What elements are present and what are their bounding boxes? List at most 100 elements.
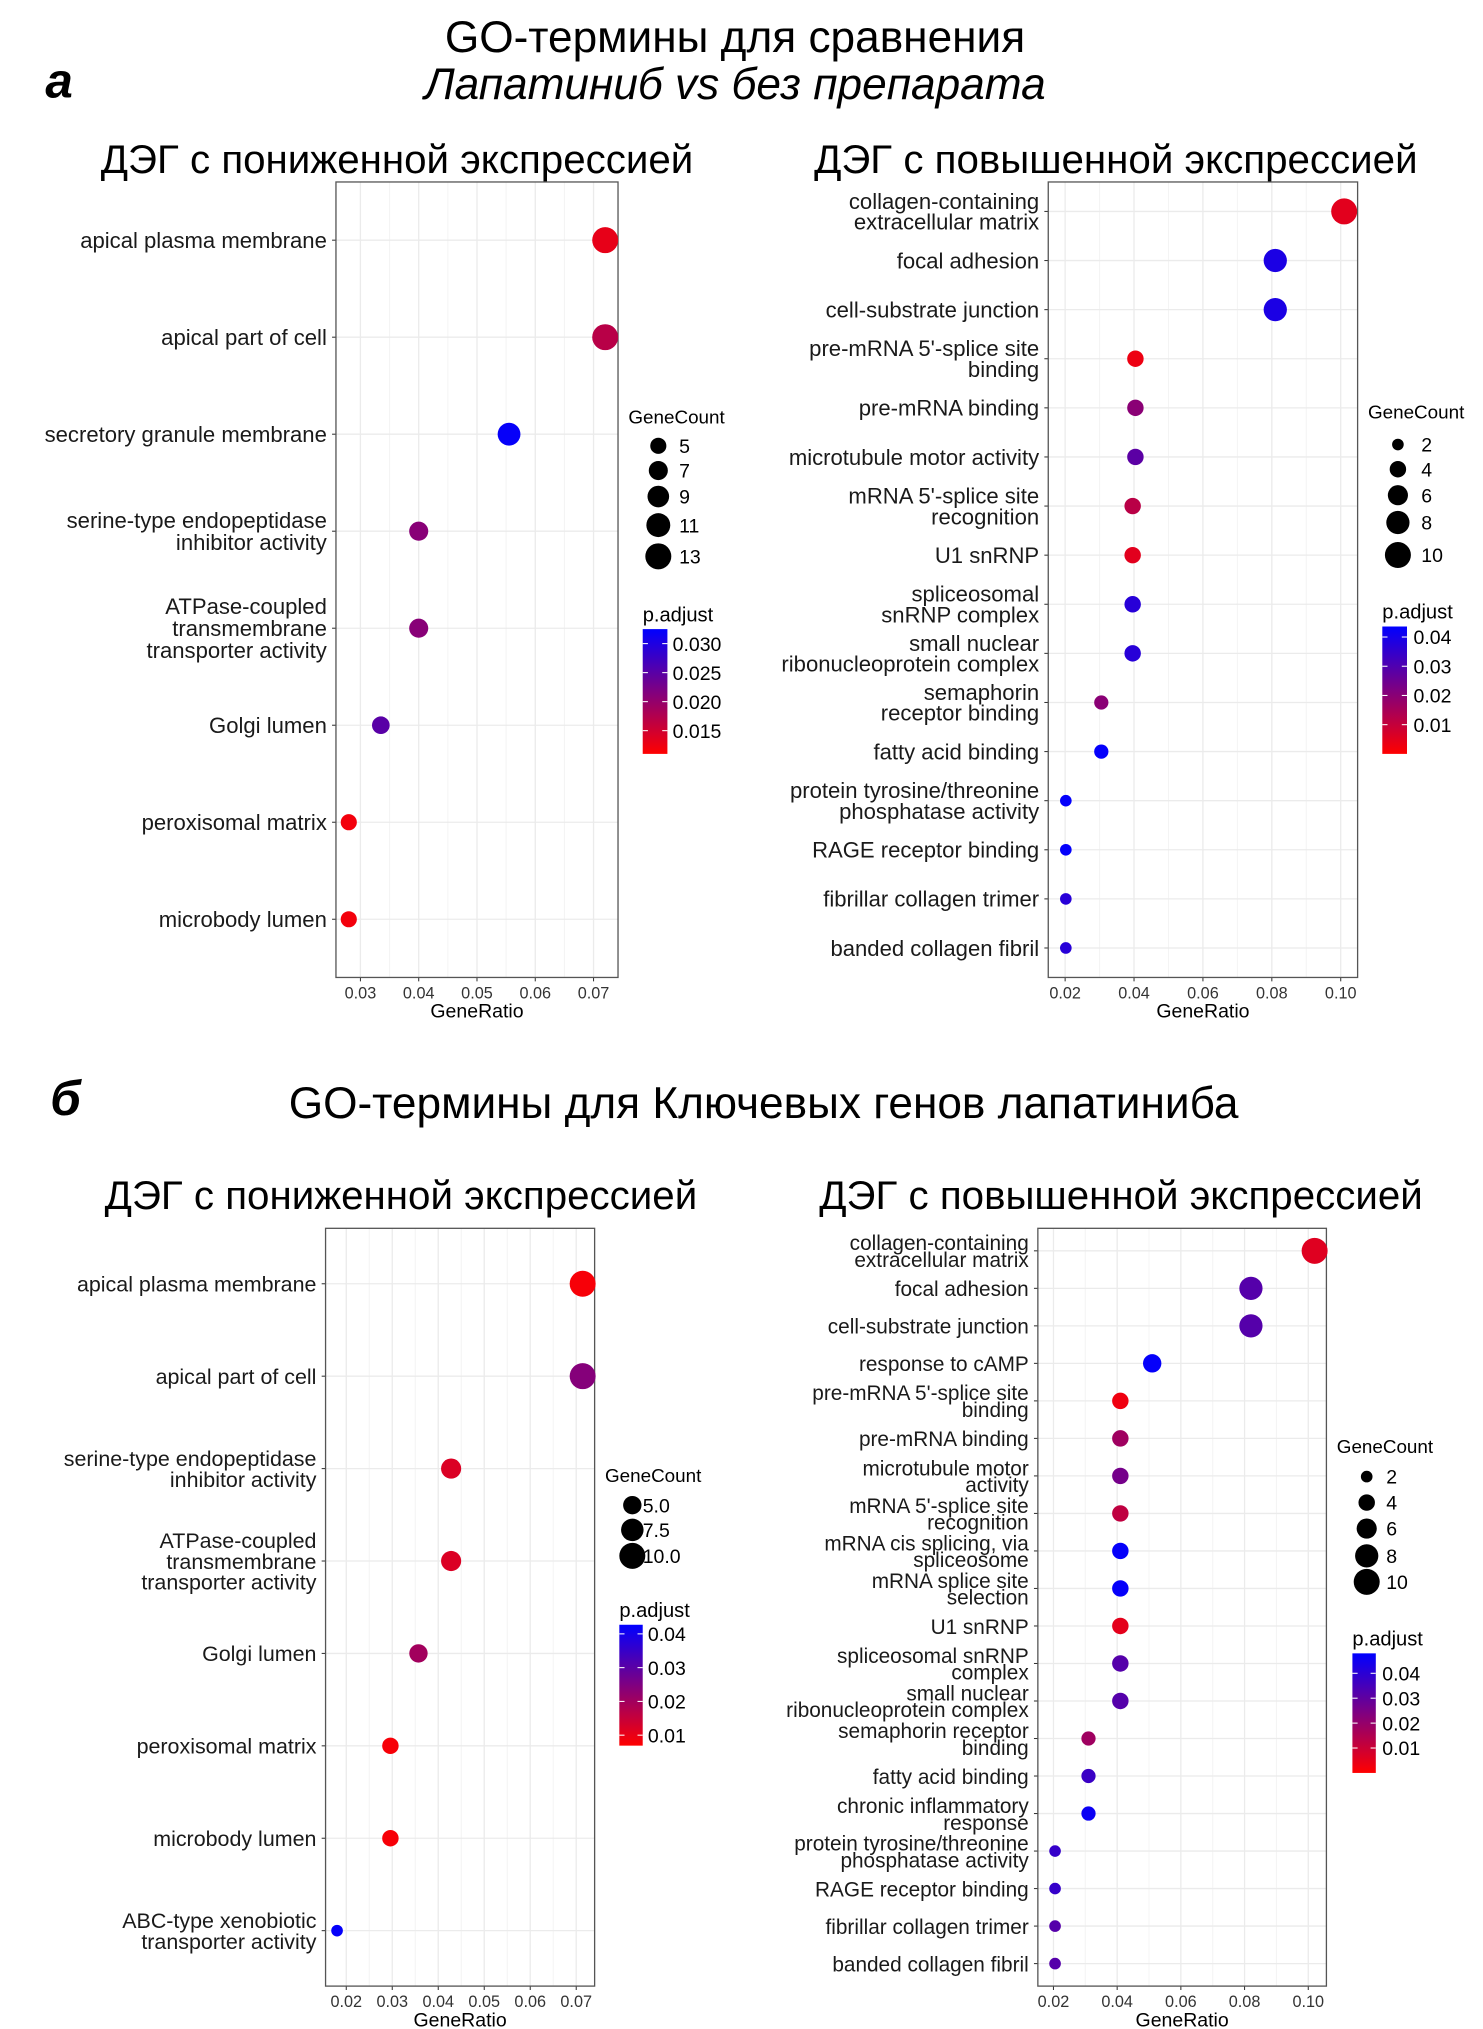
category-label: cell-substrate junction [828,1316,1029,1339]
color-legend-label: 0.025 [673,663,722,685]
size-legend-key [647,485,670,508]
category-label-line: transporter activity [141,1930,316,1954]
category-label-line: microtubule motor activity [789,445,1039,470]
size-legend-title: GeneCount [1368,402,1465,423]
category-label: microbody lumen [159,907,327,932]
color-legend-label: 0.04 [1414,627,1452,649]
panel-title: ДЭГ с повышенной экспрессией [814,137,1418,182]
size-legend-label: 2 [1421,435,1432,457]
color-legend-label: 0.015 [673,721,722,743]
category-label-line: Golgi lumen [202,1642,316,1666]
category-label-line: fatty acid binding [873,739,1039,764]
data-point [1112,1580,1129,1597]
category-label: U1 snRNP [931,1616,1029,1639]
category-label-line: complex [951,1662,1029,1685]
data-point [1094,695,1109,710]
data-point [1127,350,1144,367]
color-legend-label: 0.02 [1414,686,1452,708]
category-label-line: protein tyrosine/threonine [794,1832,1029,1855]
data-point [1060,893,1072,905]
color-legend-label: 0.01 [1382,1738,1420,1760]
section-b-label: б [50,1071,82,1126]
x-tick-label: 0.08 [1229,1993,1261,2011]
data-point [1112,1542,1129,1560]
data-point [569,1363,596,1390]
panel-title: ДЭГ с пониженной экспрессией [105,1173,698,1218]
data-point [1127,399,1144,417]
size-legend-key [619,1542,646,1569]
category-label-line: ATPase-coupled [165,594,327,619]
size-legend-key [646,513,671,538]
category-label: pre-mRNA binding [859,1428,1029,1451]
category-label: banded collagen fibril [832,1953,1028,1976]
category-label-line: binding [962,1399,1029,1422]
category-label: spliceosomal snRNP complex [837,1645,1029,1685]
category-label-line: spliceosomal [912,582,1040,607]
data-point [409,521,429,541]
color-legend-label: 0.020 [673,692,722,714]
x-tick-label: 0.07 [560,1993,592,2011]
size-legend-label: 8 [1386,1546,1397,1568]
category-label: semaphorin receptor binding [838,1720,1029,1760]
category-label-line: transmembrane [172,616,327,641]
color-legend-label: 0.03 [648,1658,686,1680]
category-label: pre-mRNA 5'-splice site binding [812,1382,1028,1422]
x-tick-label: 0.05 [461,984,493,1002]
category-label-line: semaphorin receptor [838,1720,1029,1743]
category-label: ABC-type xenobiotic transporter activity [122,1909,317,1954]
size-legend-key [650,437,667,454]
plot-border [1047,181,1359,979]
size-legend-label: 4 [1386,1493,1397,1515]
size-legend-label: 13 [679,546,701,568]
category-label: collagen-containing extracellular matrix [849,189,1039,235]
category-label-line: serine-type endopeptidase [67,508,327,533]
color-legend-label: 0.03 [1382,1688,1420,1710]
size-legend-label: 7.5 [643,1520,670,1542]
category-label: ATPase-coupled transmembrane transporter a… [146,594,326,663]
x-tick-label: 0.02 [330,1993,362,2011]
x-axis-title: GeneRatio [414,2009,507,2029]
x-tick-label: 0.10 [1292,1993,1324,2011]
color-legend-title: p.adjust [619,1600,690,1622]
figure-title-b: GO-термины для Ключевых генов лапатиниба [289,1079,1239,1128]
size-legend-label: 6 [1421,485,1432,507]
size-legend-key [1387,485,1408,506]
category-label-line: transporter activity [146,638,326,663]
x-axis-title: GeneRatio [1156,1001,1249,1023]
category-label-line: mRNA splice site [872,1570,1029,1593]
category-label-line: binding [968,357,1039,382]
category-label-line: selection [947,1587,1029,1610]
x-tick-label: 0.06 [519,984,551,1002]
category-label-line: spliceosome [913,1549,1029,1572]
data-point [1060,942,1072,954]
category-label: apical plasma membrane [80,228,327,253]
plot-border [324,1227,596,1987]
data-point [1060,794,1072,807]
category-label: Golgi lumen [202,1642,316,1666]
size-legend-key [623,1495,642,1515]
category-label-line: peroxisomal matrix [142,810,327,835]
category-label: spliceosomal snRNP complex [881,582,1039,628]
category-label-line: pre-mRNA 5'-splice site [812,1382,1028,1405]
category-label: microbody lumen [153,1827,316,1851]
size-legend-key [1392,438,1404,451]
category-label: protein tyrosine/threonine phosphatase ac… [790,778,1039,824]
size-legend-key [1386,510,1410,535]
size-legend-label: 10 [1421,545,1443,567]
category-label: ATPase-coupled transmembrane transporter a… [141,1529,316,1595]
category-label-line: fibrillar collagen trimer [823,887,1039,912]
category-label-line: ATPase-coupled [160,1529,317,1553]
category-label-line: secretory granule membrane [45,422,327,447]
category-label-line: recognition [931,504,1039,529]
category-label: cell-substrate junction [826,297,1040,322]
color-legend-title: p.adjust [643,604,714,626]
size-legend-label: 7 [679,461,690,483]
category-label-line: microbody lumen [153,1827,316,1851]
category-label: mRNA 5'-splice site recognition [849,1495,1029,1535]
data-point [1112,1430,1129,1447]
category-label-line: serine-type endopeptidase [64,1447,317,1471]
data-point [1112,1692,1129,1710]
category-label-line: apical part of cell [161,325,327,350]
size-legend-title: GeneCount [1337,1436,1434,1457]
x-axis-title: GeneRatio [1136,2009,1229,2029]
